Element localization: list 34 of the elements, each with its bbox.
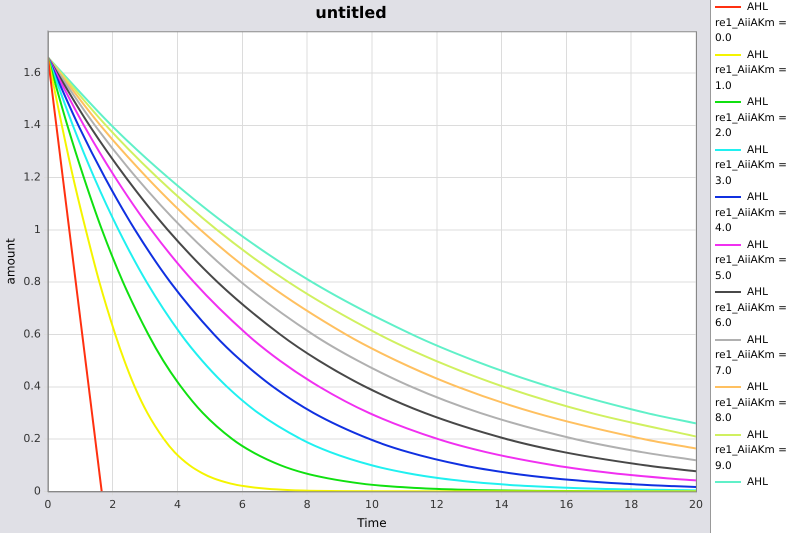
x-tick-label: 16 — [559, 498, 574, 511]
legend-label: AHL re1_AiiAKm = 6.0 — [715, 286, 787, 329]
x-tick-label: 10 — [364, 498, 379, 511]
y-tick-label: 1.2 — [23, 170, 41, 184]
y-tick-label: 0.2 — [23, 432, 41, 445]
y-tick-label: 1.4 — [23, 118, 41, 132]
x-tick-label: 2 — [109, 498, 116, 511]
x-tick-label: 12 — [430, 498, 444, 511]
x-tick-label: 20 — [689, 498, 703, 511]
legend-label: AHL re1_AiiAKm = 4.0 — [715, 191, 787, 234]
legend-label: AHL re1_AiiAKm = 5.0 — [715, 238, 787, 282]
legend-label: AHL re1_AiiAKm = 9.0 — [715, 428, 787, 472]
x-axis-title: Time — [356, 516, 387, 530]
legend-label: AHL re1_AiiAKm = 3.0 — [715, 144, 787, 186]
legend-label: AHL re1_AiiAKm = 8.0 — [715, 381, 787, 424]
x-tick-label: 0 — [44, 498, 52, 511]
legend-label: AHL re1_AiiAKm = 0.0 — [715, 1, 787, 44]
x-tick-label: 14 — [494, 498, 509, 511]
y-tick-label: 0.4 — [23, 380, 41, 393]
y-tick-label: 0 — [34, 484, 41, 498]
legend-label: AHL — [747, 476, 768, 488]
legend-label: AHL re1_AiiAKm = 7.0 — [715, 334, 787, 376]
y-tick-label: 0.8 — [23, 275, 41, 288]
chart-title: untitled — [315, 2, 387, 22]
y-tick-label: 0.6 — [23, 327, 41, 340]
x-tick-label: 18 — [624, 498, 638, 511]
y-tick-label: 1 — [34, 222, 41, 236]
x-tick-label: 6 — [238, 498, 246, 511]
x-tick-label: 4 — [174, 498, 182, 511]
x-tick-label: 8 — [304, 498, 311, 511]
legend-label: AHL re1_AiiAKm = 2.0 — [715, 96, 787, 139]
y-axis-title: amount — [3, 238, 18, 284]
y-tick-label: 1.6 — [23, 66, 41, 79]
legend-label: AHL re1_AiiAKm = 1.0 — [715, 48, 787, 92]
